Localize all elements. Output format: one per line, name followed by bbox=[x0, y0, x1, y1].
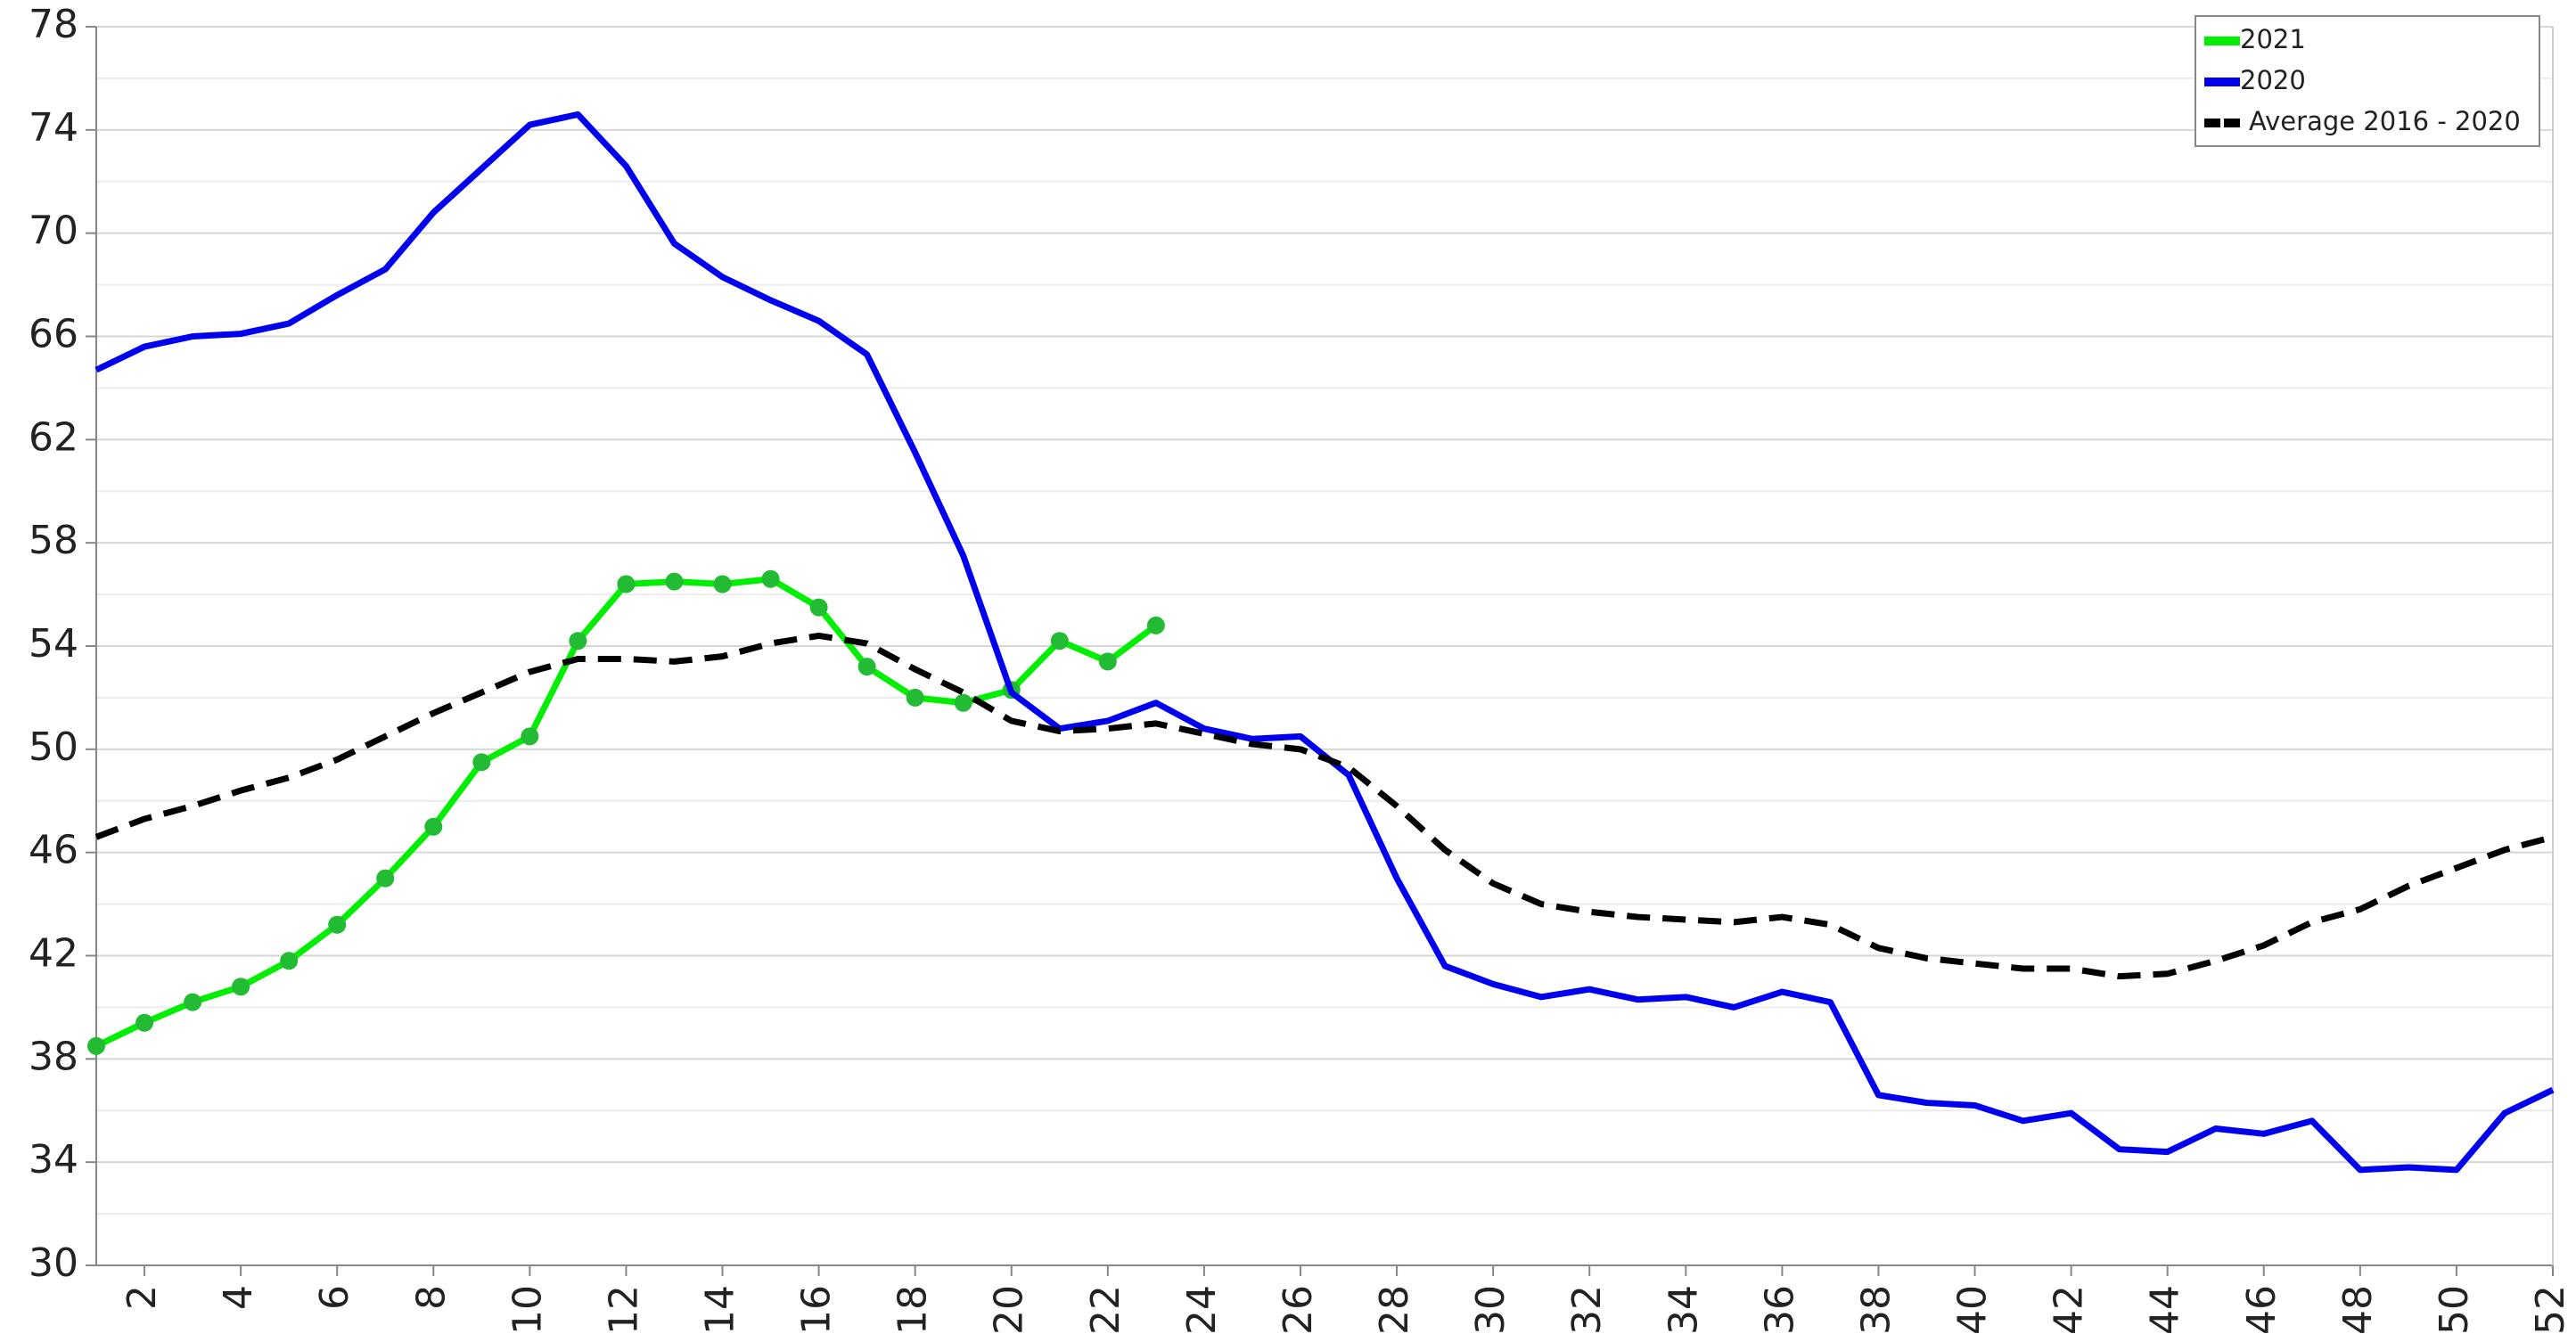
series-marker bbox=[328, 915, 347, 934]
x-tick-label: 24 bbox=[1179, 1285, 1225, 1335]
x-tick-label: 34 bbox=[1661, 1285, 1706, 1335]
y-tick-label: 66 bbox=[29, 312, 78, 357]
y-tick-label: 38 bbox=[29, 1034, 78, 1079]
x-tick-label: 10 bbox=[505, 1285, 550, 1335]
y-tick-label: 74 bbox=[29, 105, 78, 151]
series-marker bbox=[857, 658, 876, 676]
x-tick-label: 44 bbox=[2143, 1285, 2188, 1335]
series-line bbox=[94, 110, 2555, 1174]
x-tick-label: 20 bbox=[987, 1285, 1032, 1335]
series-marker bbox=[617, 575, 636, 593]
y-tick-label: 58 bbox=[29, 518, 78, 563]
x-tick-label: 14 bbox=[698, 1285, 743, 1335]
legend-label: 2021 bbox=[2240, 24, 2306, 54]
x-tick-label: 50 bbox=[2432, 1285, 2477, 1335]
y-tick-label: 34 bbox=[29, 1137, 78, 1182]
series-marker bbox=[954, 693, 972, 712]
x-tick-label: 52 bbox=[2528, 1285, 2573, 1335]
y-tick-label: 50 bbox=[29, 724, 78, 770]
series-marker bbox=[135, 1013, 154, 1032]
x-tick-label: 6 bbox=[312, 1285, 357, 1310]
series-marker bbox=[280, 952, 299, 970]
series-marker bbox=[1098, 652, 1117, 671]
y-tick-label: 46 bbox=[29, 828, 78, 873]
series-line bbox=[94, 632, 2554, 980]
series-marker bbox=[521, 727, 539, 746]
series-marker bbox=[1050, 632, 1069, 651]
series-marker bbox=[665, 572, 684, 591]
y-tick-label: 30 bbox=[29, 1240, 78, 1286]
series-marker bbox=[713, 575, 732, 593]
series-marker bbox=[761, 569, 780, 588]
x-tick-label: 26 bbox=[1276, 1285, 1321, 1335]
legend-label: Average 2016 - 2020 bbox=[2249, 106, 2521, 136]
x-tick-label: 12 bbox=[601, 1285, 646, 1335]
x-tick-label: 28 bbox=[1372, 1285, 1417, 1335]
x-tick-label: 32 bbox=[1564, 1285, 1610, 1335]
y-tick-label: 70 bbox=[29, 209, 78, 254]
series-marker bbox=[1146, 616, 1165, 634]
series-marker bbox=[87, 1036, 105, 1055]
legend-label: 2020 bbox=[2240, 65, 2306, 95]
x-tick-label: 46 bbox=[2239, 1285, 2285, 1335]
x-tick-label: 18 bbox=[890, 1285, 936, 1335]
series-marker bbox=[809, 598, 828, 617]
x-tick-label: 48 bbox=[2335, 1285, 2381, 1335]
x-tick-label: 38 bbox=[1853, 1285, 1899, 1335]
x-tick-label: 8 bbox=[408, 1285, 454, 1310]
x-tick-label: 4 bbox=[216, 1285, 261, 1310]
x-tick-label: 40 bbox=[1950, 1285, 1996, 1335]
x-tick-label: 2 bbox=[119, 1285, 165, 1310]
x-tick-label: 16 bbox=[794, 1285, 840, 1335]
series-marker bbox=[569, 632, 587, 651]
x-tick-label: 42 bbox=[2047, 1285, 2092, 1335]
x-tick-label: 36 bbox=[1757, 1285, 1802, 1335]
y-tick-label: 54 bbox=[29, 621, 78, 667]
x-tick-label: 22 bbox=[1083, 1285, 1128, 1335]
y-tick-label: 62 bbox=[29, 414, 78, 460]
series-marker bbox=[376, 869, 395, 888]
legend-box bbox=[2195, 15, 2540, 147]
series-marker bbox=[184, 993, 202, 1011]
y-tick-label: 42 bbox=[29, 931, 78, 977]
series-marker bbox=[906, 688, 924, 707]
x-tick-label: 30 bbox=[1468, 1285, 1514, 1335]
series-marker bbox=[232, 978, 250, 996]
y-tick-label: 78 bbox=[29, 2, 78, 47]
series-marker bbox=[472, 753, 491, 772]
series-marker bbox=[424, 817, 443, 836]
